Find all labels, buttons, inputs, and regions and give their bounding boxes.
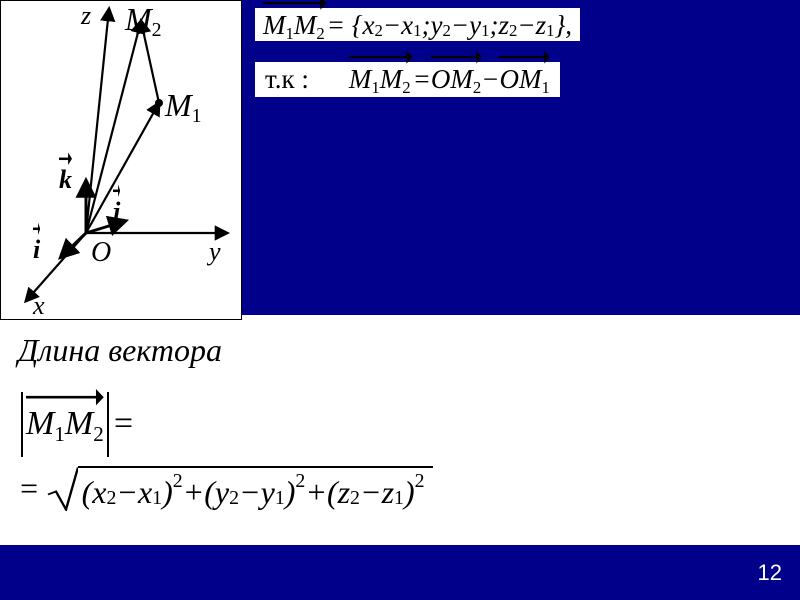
navy-band-top bbox=[220, 0, 800, 315]
formula-magnitude: M1M2 = bbox=[18, 392, 135, 457]
heading-vector-length: Длина вектора bbox=[18, 332, 222, 369]
slide: O x y z i j k M1 M2 M1M2 = { x2 − bbox=[0, 0, 800, 600]
coordinate-diagram: O x y z i j k M1 M2 bbox=[0, 0, 242, 320]
label-i: i bbox=[33, 235, 40, 264]
label-y: y bbox=[209, 237, 221, 267]
formula-components: M1M2 = { x2 − x1 ; y2 − y1 ; z2 − z1 }, bbox=[255, 8, 580, 41]
label-x: x bbox=[33, 291, 45, 321]
label-k: k bbox=[59, 165, 72, 194]
diagram-svg bbox=[1, 1, 241, 319]
navy-band-bottom bbox=[0, 545, 800, 600]
label-origin: O bbox=[91, 237, 111, 269]
label-j: j bbox=[113, 197, 120, 226]
label-i-vec: i bbox=[33, 235, 40, 265]
formula-difference: т.к : M1M2 = OM2 − OM1 bbox=[255, 62, 560, 97]
formula-sqrt: = (x2 − x1)2 + (y2 − y1)2 + (z2 − z1)2 bbox=[18, 466, 433, 511]
label-k-vec: k bbox=[59, 165, 72, 195]
page-number: 12 bbox=[758, 560, 782, 586]
label-j-vec: j bbox=[113, 197, 120, 227]
tk-label: т.к : bbox=[265, 64, 309, 95]
label-z: z bbox=[81, 1, 91, 31]
label-m1: M1 bbox=[165, 87, 202, 124]
label-m2: M2 bbox=[125, 1, 162, 38]
